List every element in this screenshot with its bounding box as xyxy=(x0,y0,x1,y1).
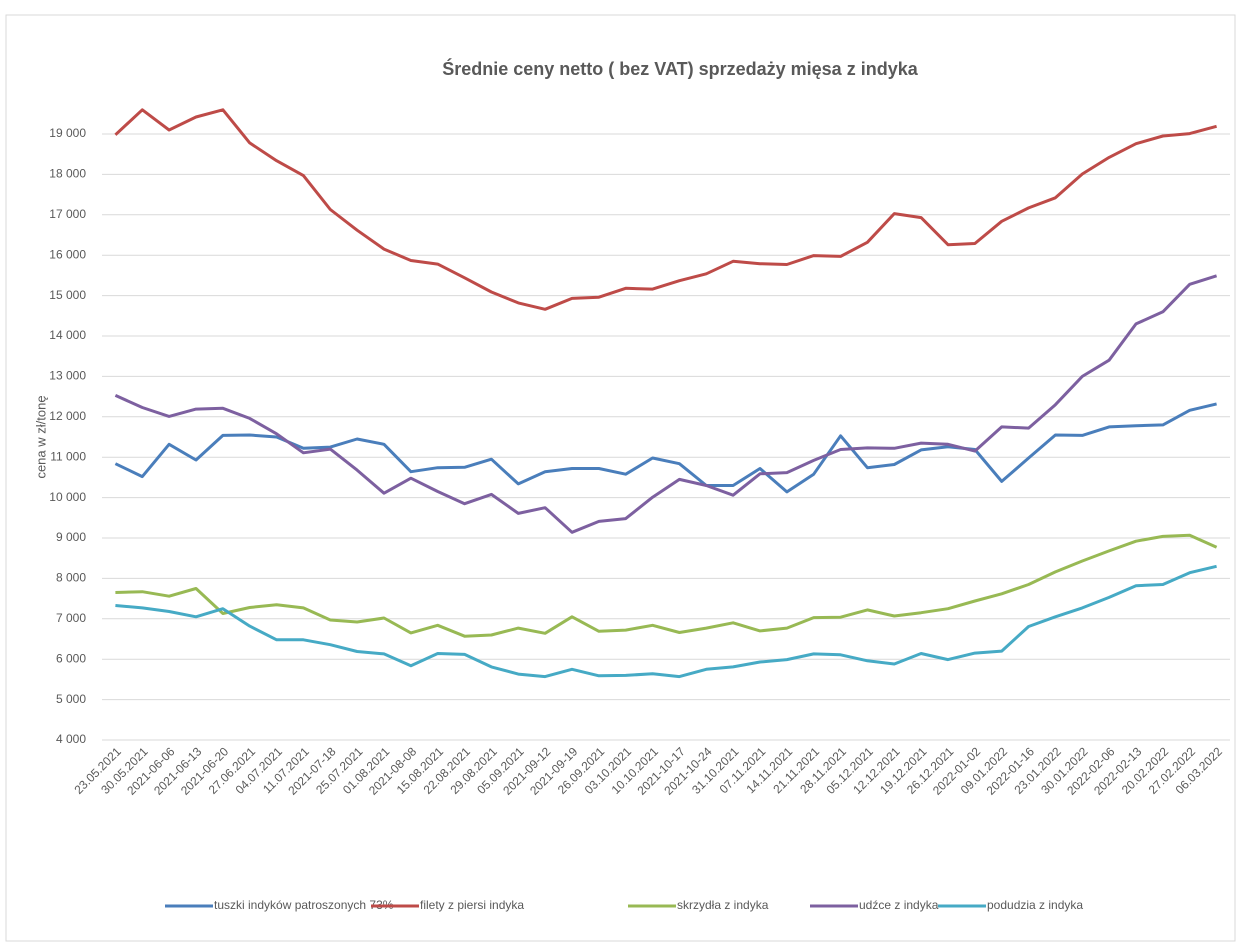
y-tick-label: 13 000 xyxy=(49,369,86,383)
y-tick-label: 16 000 xyxy=(49,247,86,261)
y-tick-label: 18 000 xyxy=(49,167,86,181)
legend-label: filety z piersi indyka xyxy=(420,898,524,912)
series-line xyxy=(114,402,1217,494)
chart-title: Średnie ceny netto ( bez VAT) sprzedaży … xyxy=(442,58,918,79)
legend-label: skrzydła z indyka xyxy=(677,898,769,912)
chart-border xyxy=(5,14,1236,942)
y-tick-label: 4 000 xyxy=(56,732,86,746)
y-tick-label: 5 000 xyxy=(56,692,86,706)
y-axis-label: cena w zł/tonę xyxy=(33,395,48,478)
series-line xyxy=(114,108,1217,311)
y-tick-label: 6 000 xyxy=(56,651,86,665)
y-tick-label: 7 000 xyxy=(56,611,86,625)
y-tick-label: 8 000 xyxy=(56,571,86,585)
series-line xyxy=(115,533,1218,638)
y-tick-label: 10 000 xyxy=(49,490,86,504)
legend-label: podudzia z indyka xyxy=(987,898,1083,912)
series-line xyxy=(114,274,1218,534)
y-tick-label: 17 000 xyxy=(49,207,86,221)
y-tick-label: 14 000 xyxy=(49,328,86,342)
y-tick-label: 19 000 xyxy=(49,126,86,140)
series-line xyxy=(115,564,1217,679)
legend-label: tuszki indyków patroszonych 73% xyxy=(214,898,394,912)
legend-label: udźce z indyka xyxy=(859,898,939,912)
y-tick-label: 9 000 xyxy=(56,530,86,544)
y-tick-label: 11 000 xyxy=(50,449,86,463)
y-tick-label: 15 000 xyxy=(49,288,86,302)
y-tick-label: 12 000 xyxy=(49,409,86,423)
